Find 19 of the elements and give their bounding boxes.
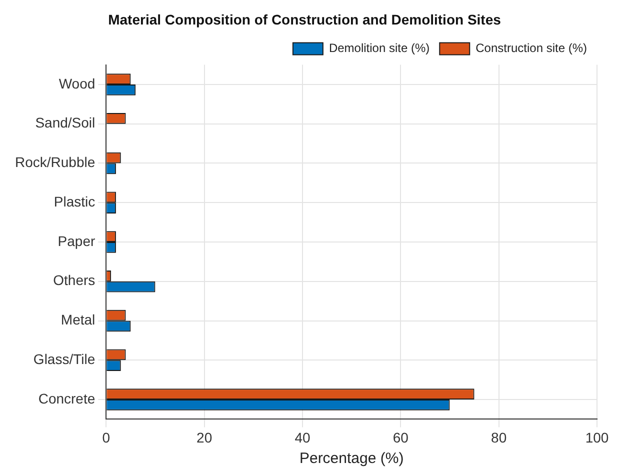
y-tick-label: Wood — [58, 75, 96, 92]
y-tick-label: Paper — [58, 232, 96, 249]
x-axis-title: Percentage (%) — [299, 450, 404, 468]
x-tick-label: 40 — [294, 429, 310, 446]
x-tick-label: 0 — [102, 429, 110, 446]
y-tick-label: Rock/Rubble — [14, 154, 96, 170]
y-tick-label: Metal — [60, 312, 96, 328]
x-tick-label: 20 — [196, 429, 212, 446]
x-tick-label: 60 — [392, 429, 409, 446]
x-tick-label: 100 — [585, 429, 609, 446]
y-tick-label: Glass/Tile — [33, 350, 96, 367]
y-tick-label: Sand/Soil — [35, 114, 96, 131]
y-tick-label: Plastic — [54, 193, 96, 210]
y-tick-label: Concrete — [38, 390, 96, 406]
chart-title: Material Composition of Construction and Demolition Sites — [108, 11, 502, 28]
legend-label: Construction site (%) — [476, 41, 588, 56]
x-tick-label: 80 — [491, 429, 507, 446]
y-tick-label: Others — [53, 272, 96, 288]
legend-label: Demolition site (%) — [328, 41, 430, 56]
